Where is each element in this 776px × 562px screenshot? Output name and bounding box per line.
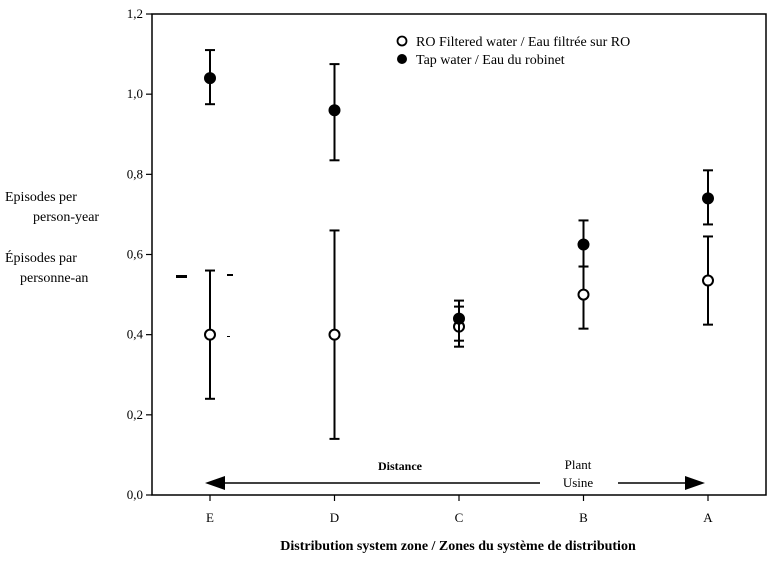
- y-tick-label-6: 1,2: [127, 6, 143, 21]
- y-tick-label-1: 0,2: [127, 407, 143, 422]
- y-tick-label-4: 0,8: [127, 166, 143, 181]
- y-axis-title-en-line1: Episodes per: [5, 190, 77, 205]
- y-tick-label-5: 1,0: [127, 86, 143, 101]
- series-layer: [204, 49, 714, 440]
- legend-marker-ro: [396, 35, 408, 47]
- point-ro-D: [328, 328, 341, 341]
- scan-mark-left: [176, 275, 187, 278]
- x-tick-label-B: B: [579, 510, 588, 525]
- usine-label: Usine: [563, 475, 594, 490]
- x-tick-label-C: C: [455, 510, 464, 525]
- plot-frame: [151, 13, 767, 496]
- y-tick-label-3: 0,6: [127, 247, 144, 262]
- x-tick-label-A: A: [703, 510, 713, 525]
- legend-label-tap: Tap water / Eau du robinet: [416, 53, 565, 68]
- y-tick-label-2: 0,4: [127, 327, 144, 342]
- scan-artifacts: [176, 274, 233, 337]
- point-tap-B: [577, 238, 590, 251]
- plant-arrowhead-right: [685, 476, 705, 490]
- point-ro-E: [204, 328, 216, 341]
- y-axis-title-en-line2: person-year: [33, 210, 99, 225]
- series-tap: [204, 49, 714, 342]
- y-axis-title-fr-line2: personne-an: [20, 271, 88, 286]
- y-axis: 0,0 0,2 0,4 0,6 0,8 1,0 1,2: [127, 6, 152, 502]
- point-tap-C: [453, 312, 465, 325]
- point-tap-D: [328, 104, 341, 117]
- legend-marker-tap: [397, 54, 407, 64]
- distance-annotation: Distance Plant Usine: [205, 457, 705, 490]
- point-ro-B: [577, 288, 590, 301]
- scan-mark-right: [227, 274, 233, 276]
- point-tap-E: [204, 72, 216, 85]
- y-axis-title-fr-line1: Épisodes par: [5, 249, 77, 266]
- y-tick-label-0: 0,0: [127, 487, 143, 502]
- point-ro-A: [702, 274, 714, 287]
- point-tap-A: [702, 192, 714, 205]
- y-axis-title: Episodes per person-year Épisodes par pe…: [5, 190, 99, 286]
- legend: RO Filtered water / Eau filtrée sur RO T…: [396, 35, 630, 68]
- x-axis-title: Distribution system zone / Zones du syst…: [280, 539, 636, 554]
- x-tick-label-D: D: [330, 510, 339, 525]
- x-tick-label-E: E: [206, 510, 214, 525]
- plant-label: Plant: [565, 457, 592, 472]
- scan-mark-small: [227, 336, 230, 337]
- distance-label: Distance: [378, 459, 423, 473]
- distance-arrowhead-left: [205, 476, 225, 490]
- legend-label-ro: RO Filtered water / Eau filtrée sur RO: [416, 35, 630, 50]
